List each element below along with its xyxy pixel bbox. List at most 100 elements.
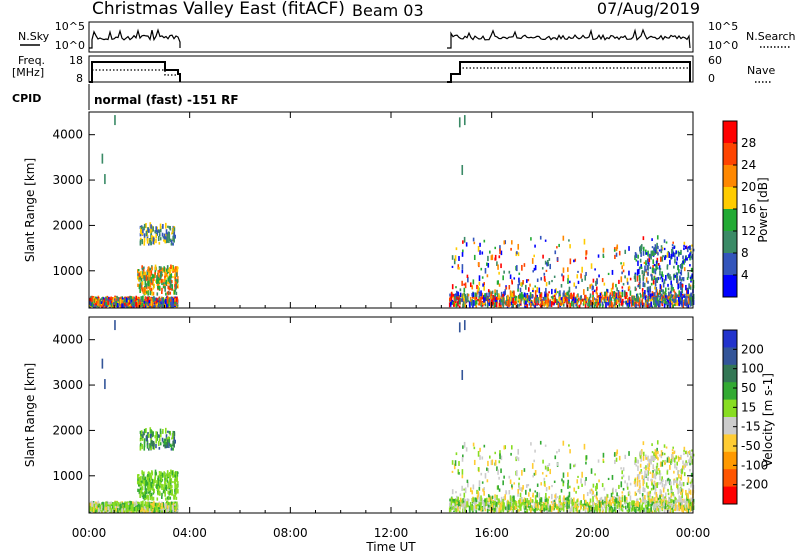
velocity-cell	[153, 501, 155, 507]
power-cell	[676, 300, 679, 306]
power-cell	[648, 253, 651, 259]
velocity-cell	[141, 480, 143, 483]
power-cell	[671, 298, 674, 302]
power-cell	[683, 259, 685, 265]
power-cell	[662, 255, 664, 258]
power-cell	[576, 300, 578, 307]
power-cell	[680, 286, 682, 290]
power-cell	[578, 304, 581, 308]
power-cell	[639, 292, 642, 295]
velocity-cell	[560, 502, 563, 508]
power-cell	[685, 299, 688, 303]
power-cell	[155, 304, 157, 308]
power-cell	[484, 303, 487, 307]
power-cell	[664, 295, 667, 298]
velocity-cell	[99, 504, 102, 510]
velocity-cell	[550, 506, 553, 513]
velocity-cell	[487, 504, 490, 508]
power-cell	[639, 284, 641, 290]
velocity-cell	[175, 475, 177, 478]
velocity-cell	[497, 501, 500, 505]
power-cell	[541, 267, 544, 270]
velocity-cell	[508, 501, 511, 506]
velocity-cell	[115, 508, 118, 512]
power-cell	[455, 286, 457, 289]
power-cell	[647, 295, 649, 302]
velocity-cell	[629, 501, 631, 507]
power-cell	[487, 289, 490, 293]
velocity-cell	[169, 490, 172, 494]
power-cell	[568, 239, 570, 242]
velocity-cell	[529, 497, 532, 503]
power-cell	[551, 288, 553, 295]
power-cell	[138, 276, 140, 280]
power-cell	[176, 285, 178, 289]
power-cell	[463, 301, 466, 307]
power-cell	[651, 293, 654, 297]
power-cell	[149, 281, 152, 288]
velocity-cell	[608, 508, 611, 513]
freq-trace	[89, 61, 691, 83]
velocity-cell	[161, 437, 164, 442]
power-cell	[637, 296, 640, 303]
power-cell	[121, 303, 123, 308]
velocity-cell	[161, 492, 163, 497]
power-cell	[627, 303, 630, 308]
power-cell	[492, 302, 494, 306]
colorbar-segment	[723, 121, 737, 144]
power-cell	[681, 277, 684, 281]
velocity-cell	[142, 472, 145, 477]
power-cell	[167, 225, 169, 228]
power-cell	[684, 255, 687, 261]
power-cell	[500, 299, 503, 303]
power-cell	[139, 230, 142, 234]
velocity-cell	[656, 496, 659, 503]
power-cell	[683, 241, 686, 245]
power-cell	[150, 300, 153, 306]
power-cell	[660, 289, 663, 293]
power-cell	[642, 281, 645, 288]
power-cell	[606, 289, 609, 293]
power-cell	[497, 280, 499, 285]
velocity-cell	[127, 504, 130, 508]
power-cell	[654, 247, 656, 254]
velocity-cell	[139, 481, 141, 485]
velocity-cell	[465, 503, 467, 508]
power-cell	[543, 276, 546, 281]
velocity-cell	[620, 500, 622, 506]
power-cell	[686, 295, 688, 299]
power-cell	[469, 282, 472, 288]
power-cell	[533, 254, 535, 258]
power-cell	[628, 300, 630, 304]
power-cell	[516, 265, 518, 272]
power-cell	[675, 250, 678, 254]
power-cell	[165, 298, 168, 302]
velocity-cell	[146, 509, 149, 513]
velocity-cell	[107, 505, 109, 511]
velocity-cell	[490, 507, 492, 513]
velocity-cell	[625, 505, 627, 510]
power-cell	[560, 283, 563, 288]
velocity-cell	[165, 427, 167, 434]
power-cell	[629, 290, 632, 296]
velocity-cell	[680, 505, 683, 511]
power-cell	[155, 279, 157, 283]
velocity-cell	[502, 501, 505, 507]
power-cell	[602, 253, 605, 257]
power-cell	[641, 270, 644, 275]
power-cell	[556, 301, 558, 305]
power-cell	[164, 276, 166, 282]
power-cell	[617, 295, 619, 302]
power-cell	[607, 301, 609, 306]
velocity-cell	[140, 482, 143, 487]
power-cell	[139, 241, 142, 246]
velocity-cell	[535, 503, 537, 508]
power-cell	[491, 254, 494, 261]
power-cell	[552, 300, 554, 306]
nave-label: Nave	[747, 64, 775, 77]
velocity-cell	[164, 491, 166, 497]
power-cell	[477, 262, 480, 267]
power-cell	[120, 299, 123, 305]
power-cell	[513, 301, 515, 306]
power-cell	[467, 276, 469, 283]
